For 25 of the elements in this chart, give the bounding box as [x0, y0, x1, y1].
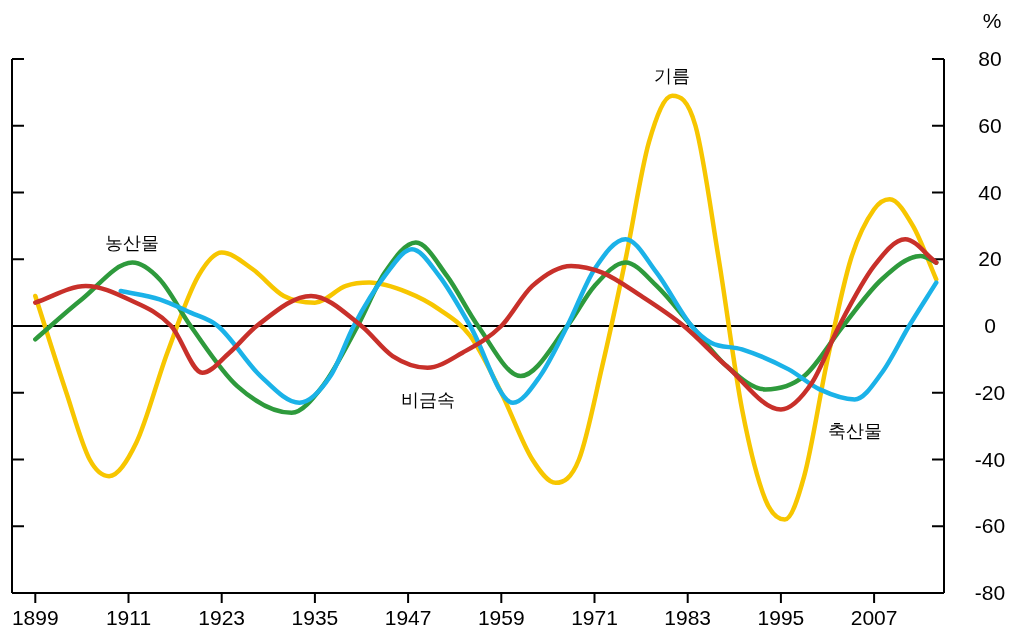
y-tick-label: 80	[978, 47, 1002, 70]
y-tick-label: -20	[974, 380, 1006, 404]
x-tick-label: 1923	[198, 606, 246, 629]
line-series	[33, 93, 939, 522]
y-tick-label: 40	[978, 180, 1002, 204]
annotation: 농산물	[105, 232, 160, 253]
y-tick-label: -60	[974, 514, 1006, 538]
x-tick-label: 1995	[757, 606, 805, 629]
x-tick-label: 1911	[105, 606, 152, 629]
x-tick-label: 1935	[291, 606, 339, 629]
x-tick-label: 1983	[664, 606, 712, 629]
x-tick-label: 1959	[477, 606, 525, 629]
y-axis-title: %	[982, 9, 1002, 32]
y-tick-label: 60	[978, 113, 1002, 137]
annotation: 기름	[654, 65, 691, 86]
annotation: 축산물	[827, 421, 882, 442]
y-tick-label: 0	[984, 314, 996, 337]
x-tick-label: 1971	[571, 606, 618, 629]
y-tick-label: 20	[978, 247, 1002, 271]
annotation: 비금속	[400, 389, 455, 410]
x-tick-label: 1947	[384, 606, 432, 629]
x-tick-label: 2007	[850, 606, 898, 629]
x-tick-label: 1899	[11, 606, 59, 629]
y-tick-label: -40	[974, 447, 1006, 471]
y-tick-label: -80	[974, 581, 1006, 604]
